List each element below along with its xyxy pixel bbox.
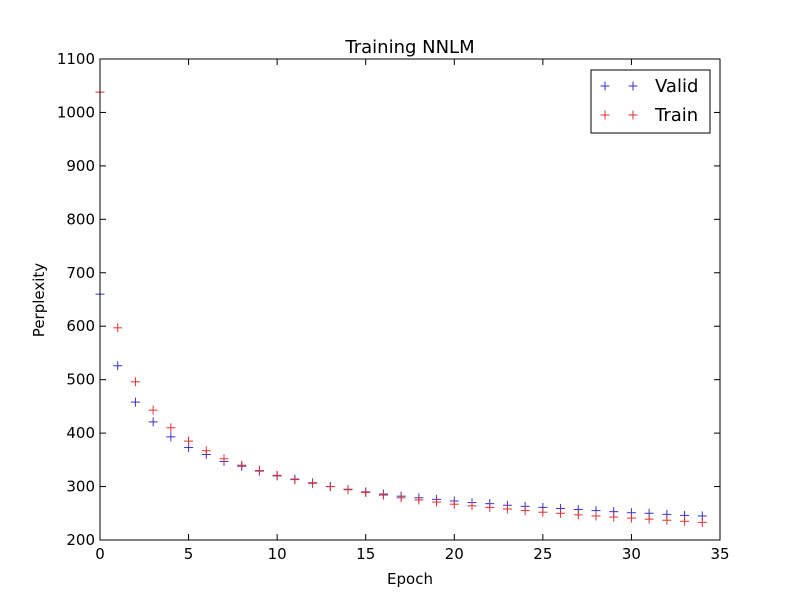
legend-marker — [600, 110, 610, 120]
data-point-train — [378, 490, 388, 500]
x-tick-label: 30 — [622, 545, 641, 563]
y-axis: 200 300 400 500 600 700 800 900 1000 1100 — [57, 50, 720, 549]
data-point-train — [538, 507, 548, 517]
data-point-train — [396, 493, 406, 503]
data-point-valid — [148, 417, 158, 427]
data-point-train — [573, 510, 583, 520]
legend-label: Train — [654, 105, 698, 126]
x-tick-label: 35 — [710, 545, 729, 563]
data-point-train — [556, 508, 566, 518]
data-point-train — [626, 513, 636, 523]
data-point-train — [644, 514, 654, 524]
x-tick-label: 15 — [356, 545, 375, 563]
data-point-train — [237, 460, 247, 470]
plot-frame — [99, 58, 721, 541]
x-tick-label: 5 — [184, 545, 194, 563]
legend-box — [590, 69, 711, 134]
data-point-valid — [113, 361, 123, 371]
legend-item-train: Train — [600, 105, 698, 126]
legend-marker — [628, 81, 638, 91]
y-tick-label: 1000 — [57, 103, 95, 121]
data-point-train — [680, 516, 690, 526]
x-tick-label: 10 — [268, 545, 287, 563]
x-axis: 0 5 10 15 20 25 30 35 — [95, 59, 730, 563]
data-point-train — [343, 485, 353, 495]
y-tick-label: 500 — [66, 371, 95, 389]
data-point-train — [184, 436, 194, 446]
x-tick-label: 20 — [445, 545, 464, 563]
data-point-train — [113, 323, 123, 333]
data-point-train — [414, 495, 424, 505]
y-axis-label: Perplexity — [30, 263, 48, 337]
data-point-train — [502, 504, 512, 514]
data-point-train — [361, 487, 371, 497]
data-point-train — [325, 482, 335, 492]
data-point-valid — [130, 397, 140, 407]
y-tick-label: 800 — [66, 210, 95, 228]
data-point-train — [591, 511, 601, 521]
data-point-train — [662, 515, 672, 525]
data-point-train — [308, 478, 318, 488]
data-point-valid — [166, 432, 176, 442]
data-point-train — [290, 475, 300, 485]
data-point-train — [485, 502, 495, 512]
x-tick-label: 25 — [533, 545, 552, 563]
data-point-train — [254, 466, 264, 476]
y-tick-label: 900 — [66, 157, 95, 175]
data-point-train — [449, 499, 459, 509]
legend: Valid Train — [590, 69, 711, 134]
data-point-train — [166, 423, 176, 433]
data-point-train — [467, 501, 477, 511]
data-point-train — [148, 405, 158, 415]
y-tick-label: 1100 — [57, 50, 95, 68]
y-tick-label: 200 — [66, 531, 95, 549]
legend-item-valid: Valid — [600, 76, 698, 97]
data-point-train — [697, 517, 707, 527]
data-point-train — [609, 512, 619, 522]
y-tick-label: 700 — [66, 264, 95, 282]
data-point-train — [520, 506, 530, 516]
data-point-train — [201, 446, 211, 456]
data-point-train — [130, 377, 140, 387]
data-point-train — [432, 497, 442, 507]
legend-label: Valid — [655, 76, 698, 97]
chart-title: Training NNLM — [344, 37, 474, 58]
x-axis-label: Epoch — [387, 570, 433, 588]
legend-marker — [600, 81, 610, 91]
data-point-train — [272, 470, 282, 480]
y-tick-label: 300 — [66, 478, 95, 496]
y-tick-label: 400 — [66, 424, 95, 442]
y-tick-label: 600 — [66, 317, 95, 335]
x-tick-label: 0 — [95, 545, 105, 563]
legend-marker — [628, 110, 638, 120]
data-point-train — [219, 454, 229, 464]
